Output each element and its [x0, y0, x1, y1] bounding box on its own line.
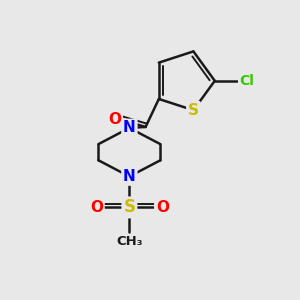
Text: N: N: [123, 169, 136, 184]
Text: S: S: [123, 198, 135, 216]
Text: O: O: [108, 112, 121, 127]
Text: Cl: Cl: [240, 74, 255, 88]
Text: S: S: [188, 103, 199, 118]
Text: O: O: [156, 200, 169, 215]
Text: CH₃: CH₃: [116, 235, 142, 248]
Text: N: N: [123, 120, 136, 135]
Text: O: O: [90, 200, 103, 215]
